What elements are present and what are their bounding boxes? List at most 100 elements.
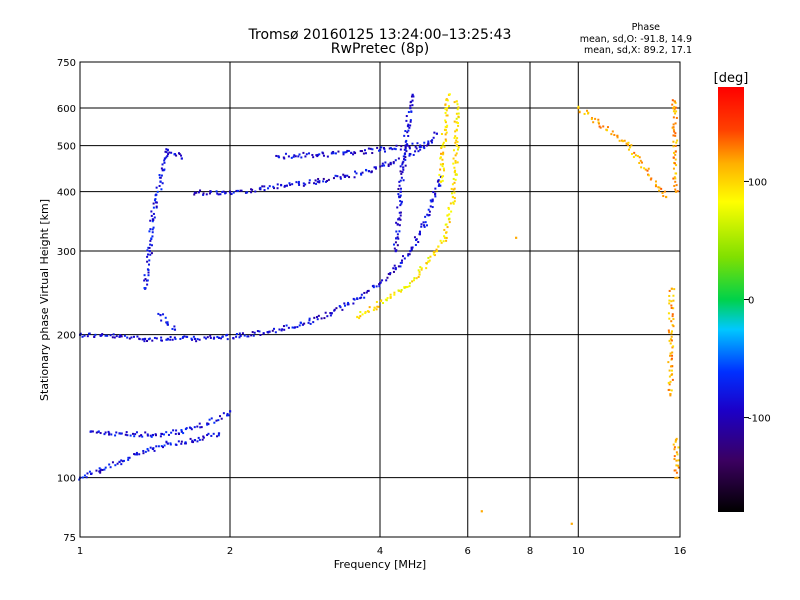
scatter-point <box>86 472 89 475</box>
scatter-point <box>238 336 241 339</box>
scatter-point <box>407 135 410 138</box>
scatter-point <box>454 159 457 162</box>
scatter-point <box>441 143 444 146</box>
scatter-point <box>149 219 152 222</box>
scatter-point <box>611 130 614 133</box>
scatter-point <box>379 281 382 284</box>
scatter-point <box>670 287 673 290</box>
scatter-point <box>410 246 413 249</box>
plot-frame <box>79 61 681 538</box>
scatter-point <box>668 294 671 297</box>
scatter-point <box>415 238 418 241</box>
scatter-point <box>422 146 425 149</box>
scatter-point <box>673 130 676 133</box>
scatter-point <box>115 431 118 434</box>
scatter-point <box>670 389 673 392</box>
scatter-point <box>420 267 423 270</box>
scatter-point <box>101 468 104 471</box>
scatter-point <box>445 107 449 110</box>
scatter-point <box>361 150 364 153</box>
scatter-point <box>389 296 392 299</box>
scatter-points <box>78 93 680 525</box>
scatter-point <box>193 191 197 194</box>
scatter-point <box>359 315 362 318</box>
scatter-point <box>385 279 388 282</box>
scatter-point <box>431 200 434 203</box>
scatter-point <box>318 180 321 183</box>
scatter-point <box>150 214 153 217</box>
scatter-point <box>354 152 357 155</box>
scatter-point <box>108 432 111 435</box>
scatter-point <box>327 178 330 181</box>
scatter-point <box>610 133 613 136</box>
scatter-point <box>649 178 652 181</box>
scatter-point <box>432 253 435 256</box>
scatter-point <box>180 154 183 157</box>
scatter-point <box>285 324 288 327</box>
scatter-point <box>165 431 168 434</box>
scatter-point <box>304 155 307 158</box>
scatter-point <box>430 200 433 203</box>
scatter-point <box>667 329 670 332</box>
scatter-point <box>433 131 436 134</box>
scatter-point <box>672 167 675 170</box>
scatter-point <box>454 169 457 172</box>
scatter-point <box>427 208 430 211</box>
scatter-point <box>281 328 284 331</box>
scatter-point <box>456 161 459 164</box>
scatter-point <box>200 426 203 429</box>
scatter-point <box>674 469 677 472</box>
scatter-point <box>348 176 351 179</box>
scatter-point <box>674 112 677 115</box>
scatter-point <box>408 126 411 129</box>
scatter-point <box>317 314 320 317</box>
scatter-point <box>431 139 434 142</box>
scatter-point <box>126 336 129 339</box>
scatter-point <box>439 163 442 166</box>
scatter-point <box>143 286 146 289</box>
scatter-point <box>186 335 189 338</box>
scatter-point <box>408 282 411 285</box>
scatter-point <box>215 190 218 193</box>
scatter-point <box>196 440 199 443</box>
scatter-point <box>365 291 368 294</box>
scatter-point <box>254 190 257 193</box>
scatter-point <box>414 150 417 153</box>
scatter-point <box>428 210 431 213</box>
scatter-point <box>158 174 161 177</box>
scatter-point <box>408 147 411 150</box>
scatter-point <box>428 213 431 216</box>
scatter-point <box>444 119 447 122</box>
scatter-point <box>85 476 88 479</box>
scatter-point <box>570 522 573 525</box>
scatter-point <box>216 335 219 338</box>
y-tick-label: 600 <box>57 104 76 115</box>
scatter-point <box>597 118 600 121</box>
scatter-point <box>178 433 181 436</box>
scatter-point <box>132 432 135 435</box>
scatter-point <box>81 476 84 479</box>
scatter-point <box>149 239 152 242</box>
scatter-point <box>440 152 443 155</box>
scatter-point <box>674 476 677 479</box>
scatter-point <box>406 144 409 147</box>
scatter-point <box>253 331 256 334</box>
scatter-point <box>298 183 301 186</box>
scatter-point <box>169 338 172 341</box>
scatter-point <box>313 316 316 319</box>
scatter-point <box>121 460 124 463</box>
scatter-point <box>243 334 246 337</box>
scatter-point <box>99 432 102 435</box>
scatter-point <box>95 469 98 472</box>
scatter-point <box>136 335 139 338</box>
chart-title-line1: Tromsø 20160125 13:24:00–13:25:43 <box>248 27 512 43</box>
scatter-point <box>457 124 460 127</box>
scatter-point <box>636 154 639 157</box>
scatter-point <box>109 466 112 469</box>
scatter-point <box>138 338 141 341</box>
scatter-point <box>197 191 200 194</box>
scatter-point <box>302 182 305 185</box>
scatter-point <box>146 434 149 437</box>
scatter-point <box>318 153 321 156</box>
scatter-point <box>138 453 141 456</box>
